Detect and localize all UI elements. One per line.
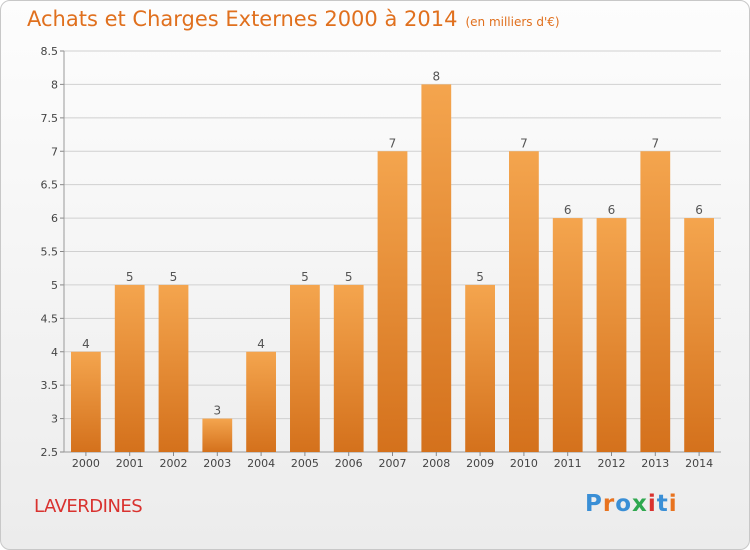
data-label: 5 bbox=[170, 270, 178, 284]
bar bbox=[596, 218, 627, 452]
data-label: 7 bbox=[651, 136, 659, 150]
bar bbox=[421, 84, 452, 453]
bar bbox=[202, 418, 233, 452]
x-tick-label: 2011 bbox=[554, 457, 582, 470]
logo-letter: r bbox=[602, 491, 616, 517]
bar bbox=[552, 218, 583, 452]
labels: 4 5 5 3 4 5 5 7 8 5 7 6 6 7 6 bbox=[82, 69, 703, 417]
y-tick-label: 5.5 bbox=[41, 246, 59, 259]
x-tick-label: 2012 bbox=[598, 457, 626, 470]
bar bbox=[246, 351, 276, 452]
chart-title: Achats et Charges Externes 2000 à 2014 (e… bbox=[27, 7, 560, 31]
x-tick-label: 2006 bbox=[335, 457, 363, 470]
bar bbox=[684, 218, 714, 452]
bar bbox=[465, 284, 495, 452]
y-tick-label: 5 bbox=[51, 279, 58, 292]
x-tick-label: 2007 bbox=[379, 457, 407, 470]
logo-letter: i bbox=[668, 491, 678, 517]
data-label: 6 bbox=[695, 203, 703, 217]
x-tick-label: 2002 bbox=[160, 457, 188, 470]
logo-letter: t bbox=[656, 491, 669, 517]
bar bbox=[114, 284, 145, 452]
y-tick-label: 6.5 bbox=[41, 179, 59, 192]
data-label: 4 bbox=[257, 337, 265, 351]
y-tick-label: 4.5 bbox=[41, 312, 59, 325]
bar bbox=[333, 284, 364, 452]
y-tick-label: 6 bbox=[51, 212, 58, 225]
data-label: 7 bbox=[520, 136, 528, 150]
data-label: 6 bbox=[564, 203, 572, 217]
data-label: 5 bbox=[126, 270, 134, 284]
logo-letter: i bbox=[647, 491, 657, 517]
data-label: 5 bbox=[301, 270, 309, 284]
bar bbox=[509, 151, 539, 452]
bar bbox=[158, 284, 189, 452]
y-tick-label: 7.5 bbox=[41, 112, 59, 125]
x-tick-label: 2014 bbox=[685, 457, 713, 470]
y-tick-label: 8 bbox=[51, 78, 58, 91]
logo-letter: o bbox=[615, 491, 633, 517]
logo-letter: x bbox=[632, 491, 648, 517]
data-label: 7 bbox=[389, 136, 397, 150]
x-tick-label: 2004 bbox=[247, 457, 275, 470]
bar bbox=[290, 284, 320, 452]
bar bbox=[640, 151, 671, 452]
x-tick-label: 2008 bbox=[422, 457, 450, 470]
logo-letter: P bbox=[585, 491, 603, 517]
x-tick-label: 2005 bbox=[291, 457, 319, 470]
x-tick-label: 2010 bbox=[510, 457, 538, 470]
y-tick-label: 3 bbox=[51, 413, 58, 426]
data-label: 6 bbox=[608, 203, 616, 217]
x-tick-label: 2001 bbox=[116, 457, 144, 470]
bar bbox=[377, 151, 408, 452]
bars bbox=[71, 84, 714, 453]
data-label: 4 bbox=[82, 337, 90, 351]
y-tick-label: 2.5 bbox=[41, 446, 59, 459]
y-tick-label: 3.5 bbox=[41, 379, 59, 392]
x-tick-label: 2003 bbox=[203, 457, 231, 470]
data-label: 3 bbox=[213, 404, 221, 418]
x-tick-label: 2009 bbox=[466, 457, 494, 470]
y-tick-label: 8.5 bbox=[41, 45, 59, 58]
data-label: 5 bbox=[476, 270, 484, 284]
data-label: 8 bbox=[432, 69, 440, 83]
proxiti-logo[interactable]: Proxiti bbox=[585, 491, 678, 517]
x-tick-label: 2000 bbox=[72, 457, 100, 470]
chart-subtitle: (en milliers d'€) bbox=[465, 15, 560, 29]
bar bbox=[71, 351, 101, 452]
y-tick-label: 4 bbox=[51, 346, 58, 359]
y-tick-label: 7 bbox=[51, 145, 58, 158]
x-tick-label: 2013 bbox=[641, 457, 669, 470]
data-label: 5 bbox=[345, 270, 353, 284]
commune-name: LAVERDINES bbox=[34, 496, 143, 517]
